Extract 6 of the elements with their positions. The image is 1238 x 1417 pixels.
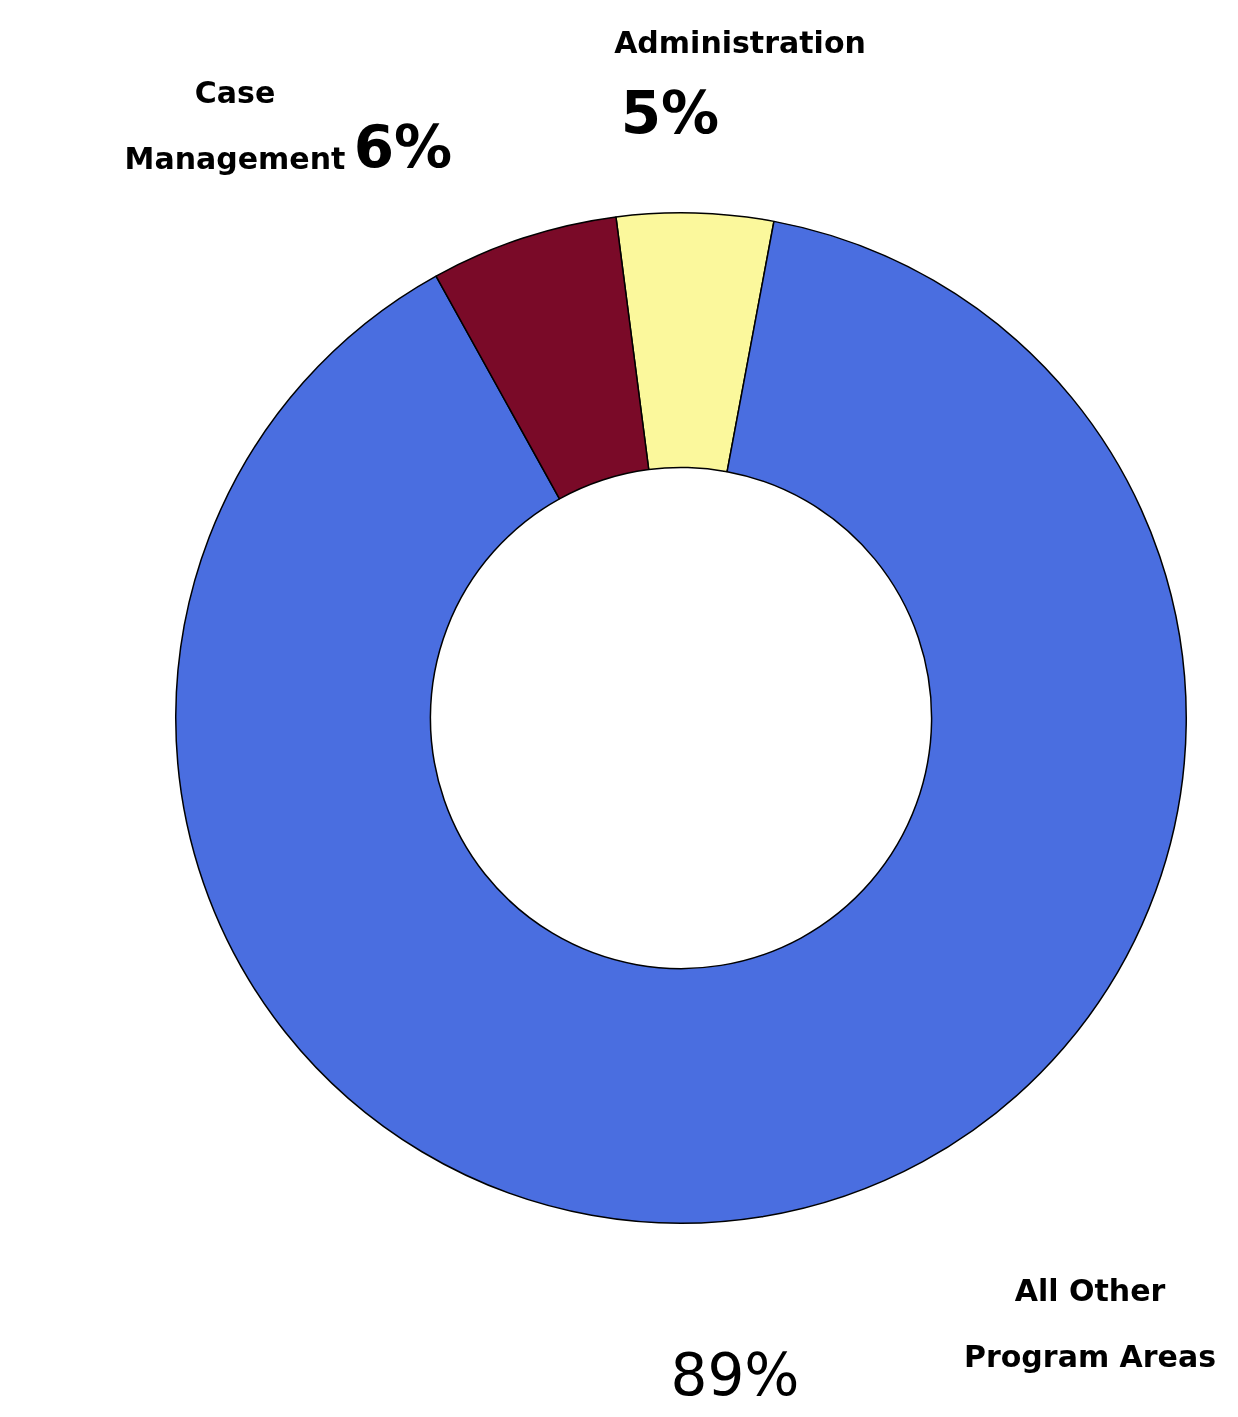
slice-label: All Other Program Areas (963, 1272, 1217, 1374)
slice-label: Case Management (124, 74, 346, 176)
slice-label: Administration (614, 24, 866, 60)
data-label: 5% (620, 79, 720, 148)
data-label: 89% (670, 1341, 800, 1410)
data-label: 6% (353, 113, 453, 182)
